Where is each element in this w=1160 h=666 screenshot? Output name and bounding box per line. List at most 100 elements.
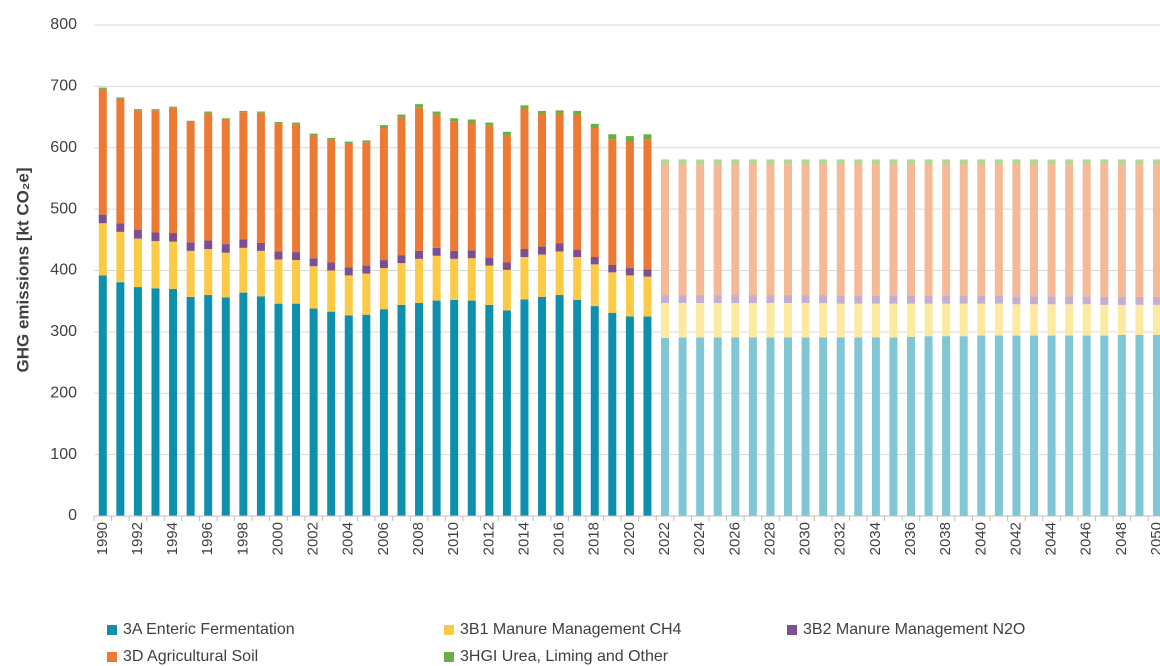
bar-segment — [731, 164, 740, 296]
bar-segment — [362, 314, 371, 516]
bar-segment — [942, 164, 951, 296]
bar-segment — [819, 164, 828, 296]
bar-segment — [274, 259, 283, 304]
bar-segment — [731, 295, 740, 304]
bar-segment — [942, 159, 951, 165]
bar-segment — [977, 295, 986, 304]
bar-segment — [485, 304, 494, 516]
bar-segment — [204, 249, 213, 296]
bar-segment — [485, 122, 494, 126]
bar-segment — [151, 110, 160, 233]
bar-segment — [327, 139, 336, 263]
bar-segment — [643, 139, 652, 270]
bar-segment — [819, 337, 828, 516]
bar-segment — [713, 337, 722, 516]
bar-segment — [1082, 335, 1091, 516]
bar-segment — [502, 310, 511, 516]
bar-segment — [889, 295, 898, 304]
bar-segment — [643, 316, 652, 516]
bar-segment — [696, 164, 705, 296]
bar-segment — [819, 159, 828, 165]
bar-segment — [1100, 296, 1109, 305]
bar-segment — [467, 258, 476, 301]
bar-segment — [854, 295, 863, 304]
bar-segment — [1065, 335, 1074, 516]
bar-segment — [362, 140, 371, 143]
x-tick-label: 2038 — [937, 522, 954, 555]
bar-segment — [819, 303, 828, 338]
bar-segment — [450, 118, 459, 122]
bar-segment — [1012, 335, 1021, 516]
bar-segment — [432, 114, 441, 248]
bar-segment — [748, 164, 757, 296]
bar-segment — [573, 256, 582, 300]
bar-segment — [907, 159, 916, 165]
bar-segment — [942, 295, 951, 304]
legend-label: 3B1 Manure Management CH4 — [460, 621, 682, 638]
y-tick-label: 600 — [50, 139, 77, 156]
bar-segment — [292, 303, 301, 516]
y-tick-label: 500 — [50, 200, 77, 217]
x-tick-label: 2014 — [515, 522, 532, 555]
legend-label: 3A Enteric Fermentation — [123, 621, 295, 638]
bar-segment — [907, 295, 916, 304]
bar-segment — [133, 110, 142, 230]
bar-segment — [186, 296, 195, 516]
bar-segment — [661, 338, 670, 516]
bar-segment — [643, 276, 652, 317]
bar-segment — [608, 134, 617, 140]
legend-label: 3B2 Manure Management N2O — [803, 621, 1025, 638]
bar-segment — [994, 164, 1003, 296]
bar-segment — [256, 111, 265, 113]
bar-segment — [608, 312, 617, 516]
bar-segment — [432, 255, 441, 301]
bar-segment — [309, 308, 318, 516]
bar-segment — [713, 164, 722, 296]
bar-segment — [661, 303, 670, 339]
bar-segment — [942, 303, 951, 337]
bar-segment — [344, 315, 353, 516]
bar-segment — [696, 303, 705, 338]
bar-segment — [555, 243, 564, 252]
x-tick-label: 2012 — [480, 522, 497, 555]
bar-segment — [502, 134, 511, 263]
bar-segment — [239, 292, 248, 516]
bar-segment — [1100, 159, 1109, 165]
bar-segment — [1065, 164, 1074, 297]
bar-segment — [1152, 334, 1160, 516]
bar-segment — [1065, 304, 1074, 336]
bar-segment — [133, 109, 142, 111]
bar-segment — [784, 295, 793, 304]
bar-segment — [959, 159, 968, 165]
x-tick-label: 1990 — [94, 522, 111, 555]
bar-segment — [327, 137, 336, 140]
bar-segment — [221, 244, 230, 253]
bar-segment — [661, 164, 670, 296]
bar-segment — [678, 164, 687, 296]
bar-segment — [450, 258, 459, 300]
bar-segment — [256, 250, 265, 297]
bar-segment — [116, 98, 125, 224]
bar-segment — [555, 113, 564, 244]
x-tick-label: 2026 — [726, 522, 743, 555]
bar-segment — [994, 159, 1003, 165]
bar-segment — [766, 337, 775, 516]
bar-segment — [133, 229, 142, 239]
bar-segment — [590, 306, 599, 516]
bar-segment — [801, 159, 810, 165]
bar-segment — [1117, 159, 1126, 165]
bar-segment — [379, 309, 388, 516]
bar-segment — [1012, 296, 1021, 305]
bar-segment — [555, 110, 564, 114]
bar-segment — [836, 295, 845, 304]
bar-segment — [239, 247, 248, 293]
bar-segment — [415, 107, 424, 251]
bar-segment — [854, 159, 863, 165]
x-tick-label: 2010 — [445, 522, 462, 555]
bar-segment — [748, 159, 757, 165]
bar-segment — [327, 262, 336, 271]
bar-segment — [819, 295, 828, 304]
bar-segment — [871, 159, 880, 165]
bar-segment — [151, 109, 160, 111]
